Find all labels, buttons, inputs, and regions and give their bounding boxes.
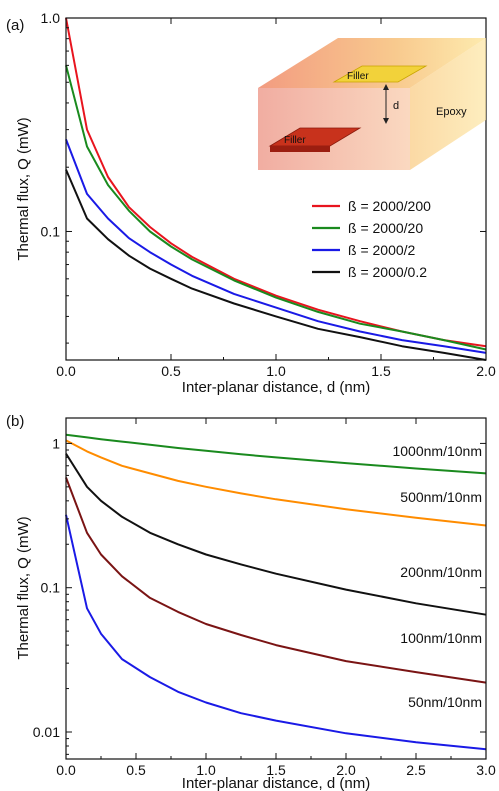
inset-block-side bbox=[410, 38, 486, 170]
inset-filler-lower-edge bbox=[270, 146, 330, 152]
panel-b-axis-ticks: 0.0 0.5 1.0 1.5 2.0 2.5 3.0 0.01 0.1 1 bbox=[33, 418, 496, 778]
series-line-500nm-10nm bbox=[65, 439, 487, 527]
x-tick-label: 0.5 bbox=[126, 762, 146, 778]
panel-b-series-lines bbox=[65, 433, 487, 751]
inset-arrow-head-down bbox=[383, 118, 389, 124]
series-line-200nm-10nm bbox=[65, 453, 487, 616]
panel-a-axis-ticks: 0.0 0.5 1.0 1.5 2.0 0.1 1.0 bbox=[41, 10, 496, 379]
y-tick-label: 1.0 bbox=[41, 10, 61, 26]
panel-b-label: (b) bbox=[6, 413, 24, 430]
x-tick-label: 2.0 bbox=[336, 762, 356, 778]
panel-a-legend: ß = 2000/200 ß = 2000/20 ß = 2000/2 ß = 200… bbox=[312, 198, 431, 280]
series-label-100nm-10nm: 100nm/10nm bbox=[400, 630, 482, 646]
panel-a-chart: (a) 0.0 0.5 1.0 1.5 2.0 0.1 1.0 Inter-planar d… bbox=[6, 10, 496, 396]
x-tick-label: 0.0 bbox=[56, 762, 76, 778]
x-tick-label: 0.0 bbox=[56, 363, 76, 379]
panel-b-x-axis-label: Inter-planar distance, d (nm) bbox=[182, 775, 370, 791]
x-tick-label: 1.5 bbox=[266, 762, 286, 778]
y-tick-label: 0.1 bbox=[41, 223, 61, 239]
series-label-500nm-10nm: 500nm/10nm bbox=[400, 489, 482, 505]
series-label-200nm-10nm: 200nm/10nm bbox=[400, 564, 482, 580]
legend-label-2000-2: ß = 2000/2 bbox=[348, 242, 416, 258]
x-tick-label: 0.5 bbox=[161, 363, 181, 379]
x-tick-label: 1.0 bbox=[266, 363, 286, 379]
x-tick-label: 2.5 bbox=[406, 762, 426, 778]
inset-arrow-head-up bbox=[383, 84, 389, 90]
x-tick-label: 1.5 bbox=[371, 363, 391, 379]
panel-b-series-labels: 1000nm/10nm 500nm/10nm 200nm/10nm 100nm/10n… bbox=[392, 443, 482, 710]
panel-a-y-axis-label: Thermal flux, Q (mW) bbox=[15, 117, 32, 260]
series-line-2000-0-2 bbox=[65, 169, 487, 361]
series-label-1000nm-10nm: 1000nm/10nm bbox=[392, 443, 482, 459]
panel-b-chart: (b) 0.0 0.5 1.0 1.5 2.0 2.5 3.0 0.01 0.1 1 1000nm… bbox=[6, 413, 496, 791]
inset-schematic: Filler Filler d Epoxy bbox=[258, 38, 486, 170]
series-line-100nm-10nm bbox=[65, 477, 487, 684]
y-tick-label: 0.01 bbox=[33, 724, 60, 740]
inset-label-epoxy: Epoxy bbox=[436, 106, 467, 118]
series-line-2000-20 bbox=[65, 65, 487, 351]
x-tick-label: 3.0 bbox=[476, 762, 496, 778]
legend-label-2000-20: ß = 2000/20 bbox=[348, 220, 423, 236]
inset-label-filler-upper: Filler bbox=[347, 71, 369, 82]
y-tick-label: 1 bbox=[52, 435, 60, 451]
legend-label-2000-200: ß = 2000/200 bbox=[348, 198, 431, 214]
legend-label-2000-0-2: ß = 2000/0.2 bbox=[348, 264, 427, 280]
series-label-50nm-10nm: 50nm/10nm bbox=[408, 694, 482, 710]
panel-a-series-lines bbox=[65, 17, 487, 361]
series-line-1000nm-10nm bbox=[65, 433, 487, 475]
series-line-50nm-10nm bbox=[65, 514, 487, 751]
panel-a-x-axis-label: Inter-planar distance, d (nm) bbox=[182, 379, 370, 396]
x-tick-label: 2.0 bbox=[476, 363, 496, 379]
panel-b-y-axis-label: Thermal flux, Q (mW) bbox=[15, 516, 32, 659]
inset-label-distance: d bbox=[393, 100, 399, 112]
x-tick-label: 1.0 bbox=[196, 762, 216, 778]
series-line-2000-2 bbox=[65, 139, 487, 354]
y-tick-label: 0.1 bbox=[41, 580, 61, 596]
panel-a-label: (a) bbox=[6, 17, 24, 34]
inset-label-filler-lower: Filler bbox=[284, 135, 306, 146]
inset-filler-upper bbox=[332, 65, 428, 83]
